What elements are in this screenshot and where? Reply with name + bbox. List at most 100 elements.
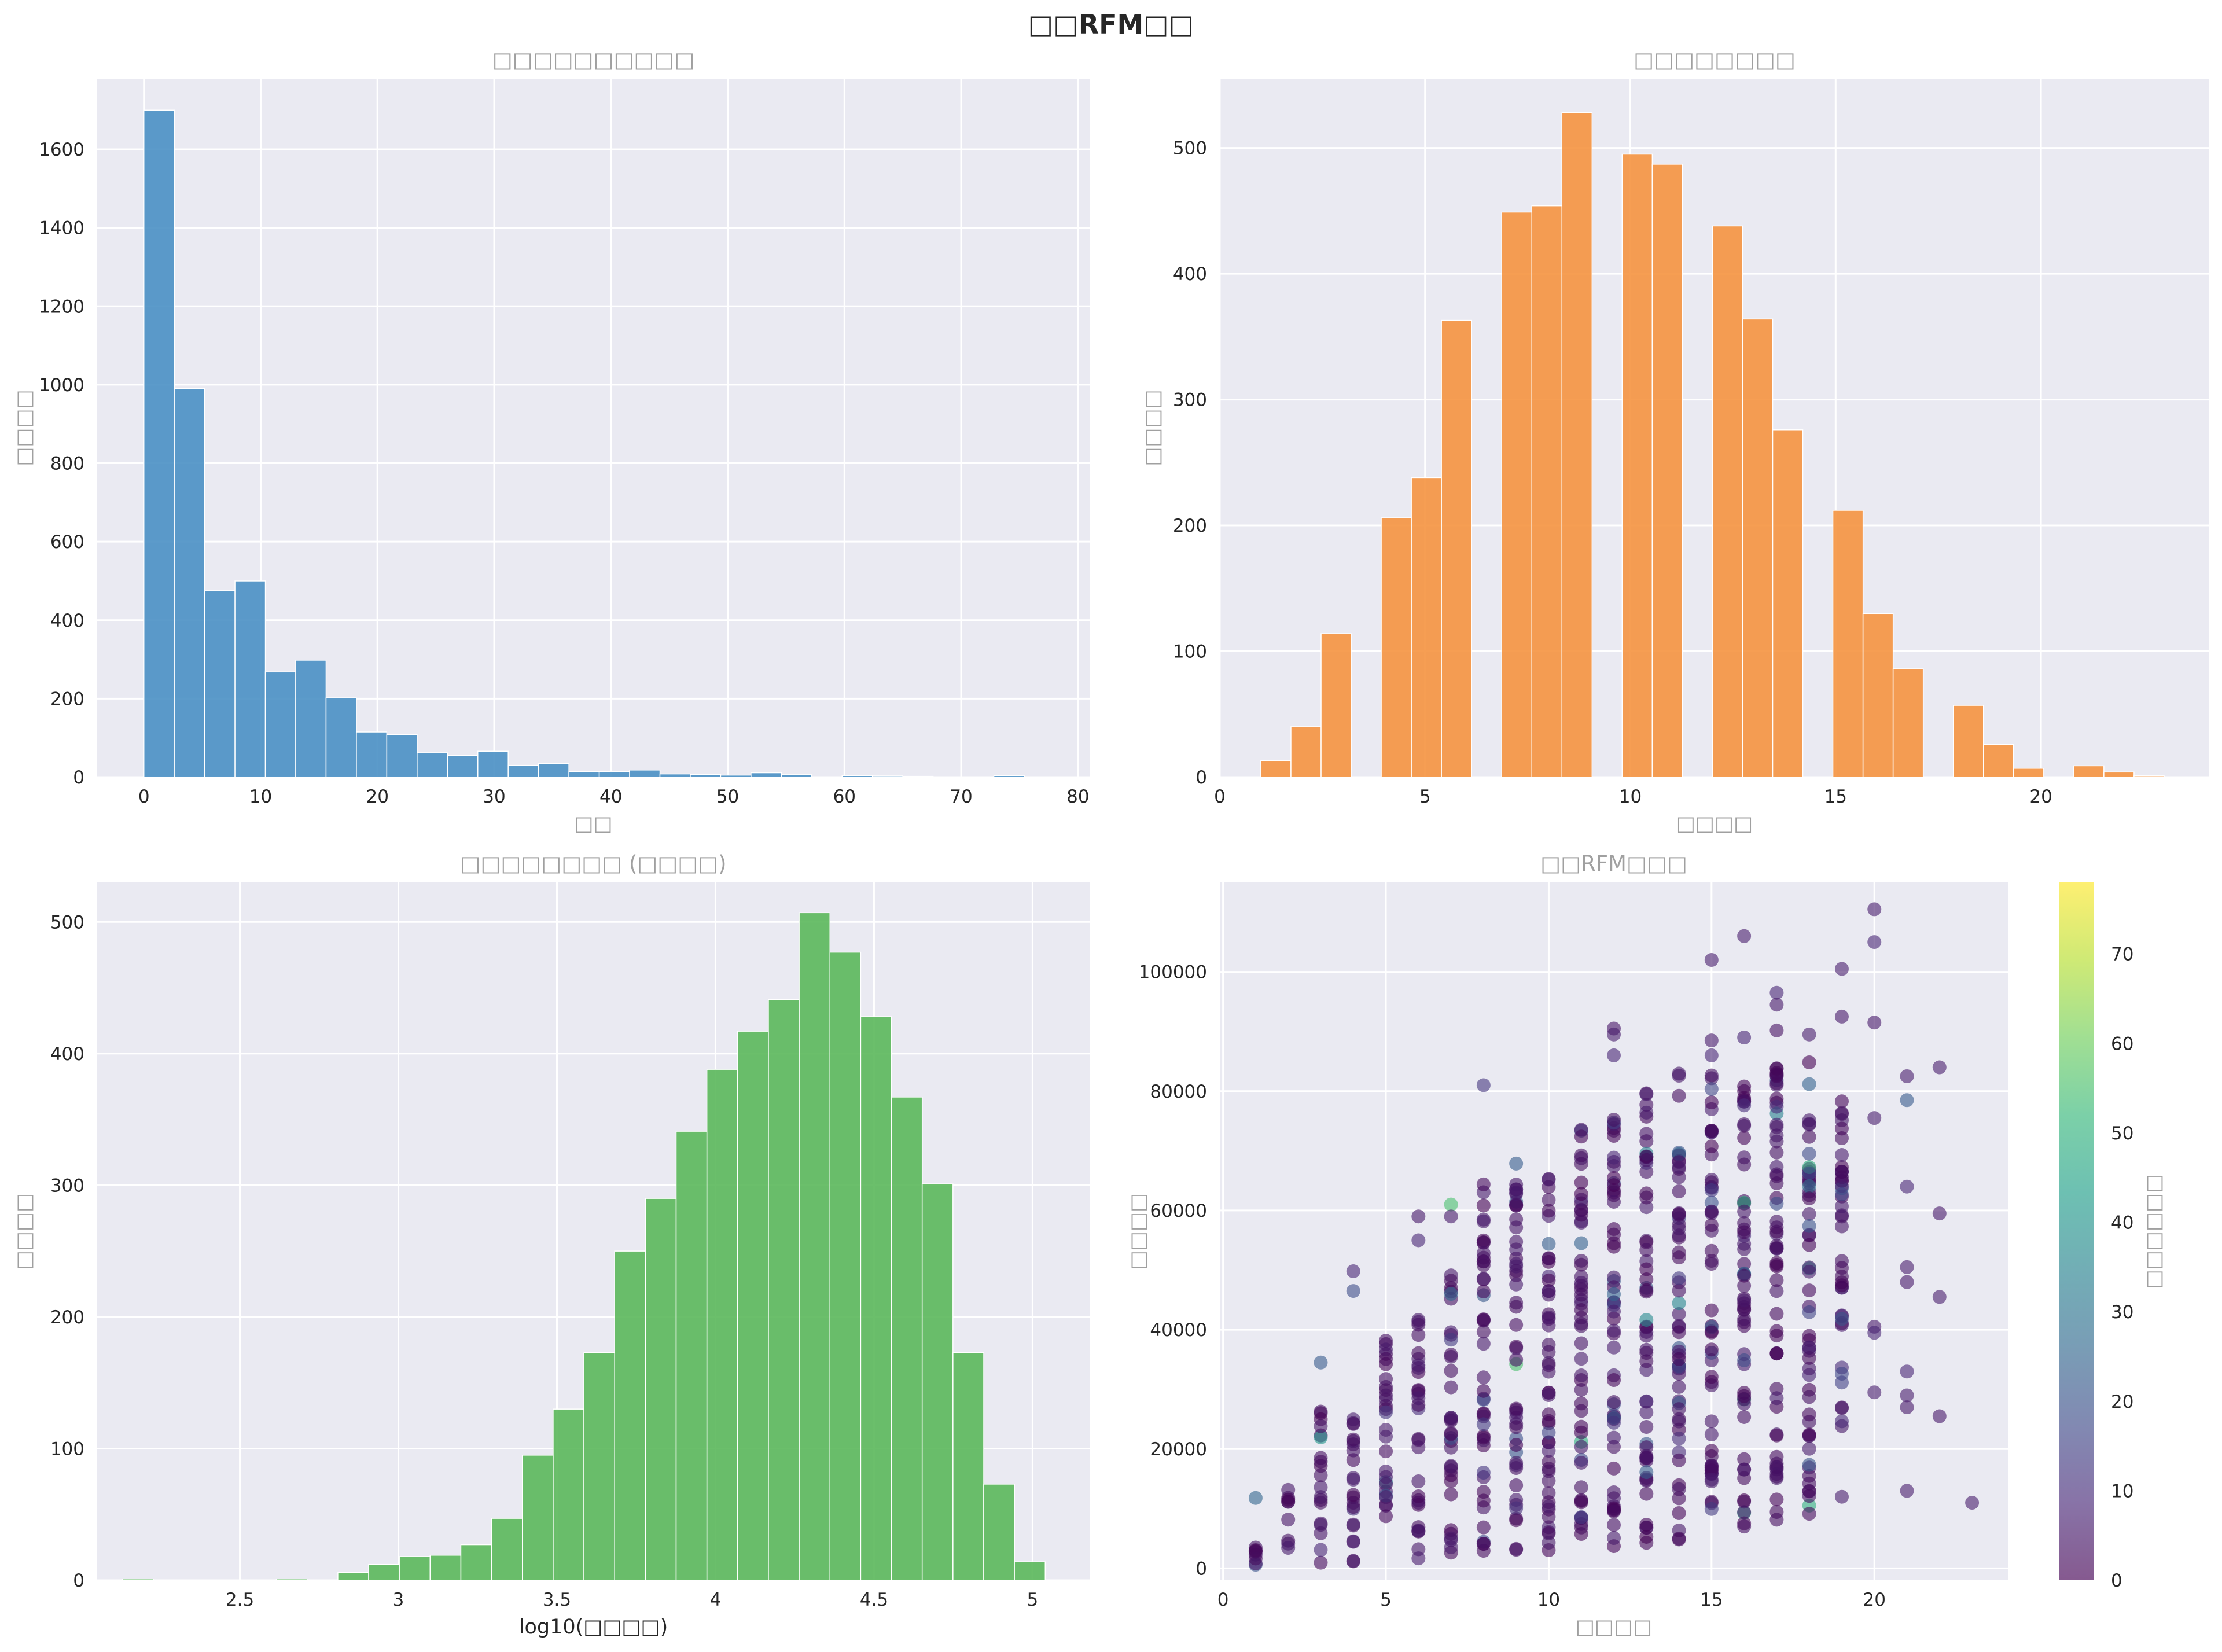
scatter-point	[1444, 1274, 1458, 1288]
scatter-point	[1444, 1380, 1458, 1395]
scatter-point	[1639, 1406, 1654, 1420]
x-tick-label: 5	[1419, 786, 1431, 807]
scatter-point	[1704, 1204, 1719, 1219]
scatter-point	[1737, 1031, 1752, 1044]
scatter-point	[1672, 1352, 1686, 1366]
scatter-point	[1704, 1124, 1719, 1138]
scatter-point	[1834, 1219, 1849, 1234]
recency-histogram-panel: 0 10 20 30 40 50 60 70 8002004006008001000120014…	[13, 47, 1090, 836]
scatter-point	[1639, 1134, 1654, 1149]
scatter-point	[1639, 1518, 1654, 1532]
scatter-point	[1574, 1368, 1588, 1383]
scatter-point	[1574, 1175, 1588, 1190]
scatter-point	[1509, 1187, 1524, 1201]
scatter-point	[1704, 1414, 1719, 1429]
scatter-point	[1607, 1287, 1621, 1301]
histogram-bar	[337, 1572, 369, 1581]
y-tick-label: 600	[50, 532, 84, 553]
scatter-point	[1444, 1333, 1458, 1347]
histogram-bar	[204, 590, 236, 778]
scatter-point	[1704, 1253, 1719, 1268]
scatter-point	[1314, 1455, 1328, 1469]
histogram-bar	[706, 1069, 738, 1581]
scatter-point	[1542, 1535, 1556, 1550]
scatter-point	[1314, 1555, 1328, 1570]
histogram-bar	[1381, 517, 1412, 778]
x-axis-label: □□□□	[1676, 812, 1753, 836]
scatter-point	[1769, 1062, 1784, 1076]
scatter-point	[1704, 1370, 1719, 1384]
scatter-point	[1379, 1470, 1393, 1484]
scatter-point	[1834, 1131, 1849, 1146]
x-tick-label: 15	[1824, 786, 1847, 807]
histogram-bar	[368, 1563, 400, 1581]
scatter-point	[1802, 1305, 1816, 1319]
histogram-bar	[1621, 153, 1653, 778]
histogram-bar	[1441, 319, 1472, 778]
scatter-point	[1639, 1243, 1654, 1257]
scatter-point	[1314, 1518, 1328, 1532]
scatter-point	[1769, 1329, 1784, 1343]
scatter-point	[1737, 1353, 1752, 1367]
x-tick-label: 20	[366, 786, 389, 807]
scatter-point	[1737, 1389, 1752, 1403]
scatter-point	[1574, 1336, 1588, 1351]
scatter-point	[1769, 1169, 1784, 1183]
scatter-point	[1639, 1200, 1654, 1215]
scatter-point	[1574, 1455, 1588, 1470]
scatter-point	[1607, 1430, 1621, 1445]
scatter-point	[1834, 1278, 1849, 1293]
scatter-point	[1314, 1419, 1328, 1433]
scatter-point	[1476, 1284, 1491, 1298]
scatter-point	[1737, 1257, 1752, 1271]
scatter-point	[1737, 1225, 1752, 1239]
scatter-point	[1672, 1506, 1686, 1521]
y-tick-label: 0	[73, 1570, 84, 1591]
scatter-point	[1900, 1364, 1914, 1379]
scatter-point	[1867, 902, 1882, 917]
histogram-bar	[477, 750, 509, 778]
histogram-bar	[325, 697, 357, 778]
figure-suptitle: □□RFM□□	[1028, 9, 1194, 40]
histogram-bar	[1983, 744, 2014, 778]
scatter-point	[1574, 1236, 1588, 1250]
scatter-point	[1932, 1409, 1947, 1423]
y-tick-label: 1000	[39, 375, 84, 396]
y-axis-label: □□□□	[1127, 1193, 1150, 1270]
histogram-bar	[629, 770, 661, 778]
histogram-bar	[799, 912, 831, 1581]
scatter-point	[1802, 1077, 1816, 1091]
scatter-point	[1769, 1224, 1784, 1239]
scatter-point	[1574, 1148, 1588, 1162]
scatter-point	[1900, 1275, 1914, 1289]
scatter-point	[1574, 1303, 1588, 1318]
scatter-point	[1411, 1346, 1426, 1360]
scatter-point	[1542, 1425, 1556, 1440]
scatter-point	[1704, 1172, 1719, 1187]
y-tick-label: 100	[1173, 642, 1207, 663]
scatter-point	[1281, 1513, 1296, 1527]
y-axis-label: □□□□	[13, 1193, 36, 1270]
scatter-point	[1900, 1093, 1914, 1108]
scatter-point	[1639, 1190, 1654, 1205]
y-tick-label: 200	[1173, 516, 1207, 536]
colorbar-tick-label: 50	[2111, 1123, 2133, 1144]
scatter-point	[1802, 1458, 1816, 1472]
scatter-point	[1444, 1287, 1458, 1301]
scatter-point	[1769, 1197, 1784, 1211]
scatter-point	[1411, 1360, 1426, 1375]
scatter-point	[1737, 1410, 1752, 1424]
y-tick-label: 100	[50, 1438, 84, 1459]
x-tick-label: 3	[393, 1590, 404, 1610]
scatter-point	[1867, 1385, 1882, 1400]
histogram-bar	[143, 109, 175, 778]
scatter-point	[1346, 1554, 1360, 1569]
y-tick-label: 800	[50, 454, 84, 474]
scatter-point	[1769, 1145, 1784, 1160]
scatter-point	[1802, 1283, 1816, 1298]
scatter-point	[1607, 1395, 1621, 1410]
scatter-point	[1704, 1459, 1719, 1473]
scatter-point	[1704, 1303, 1719, 1318]
histogram-bar	[1501, 211, 1533, 778]
